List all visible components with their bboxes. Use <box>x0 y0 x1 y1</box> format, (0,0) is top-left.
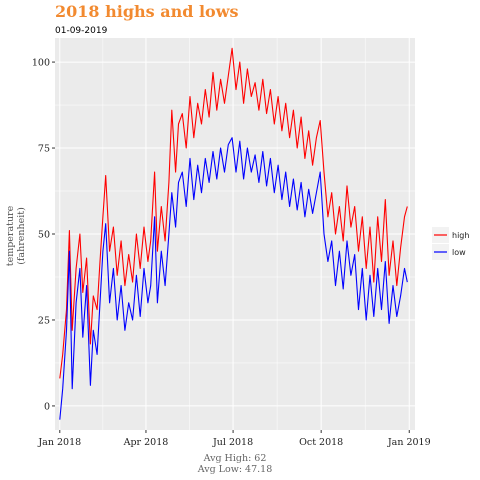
caption-avg-low: Avg Low: 47.18 <box>197 464 273 475</box>
y-axis-title-line-2: (fahrenheit) <box>16 207 27 265</box>
series-line-high <box>59 47 408 379</box>
y-axis: 0 25 50 75 100 <box>32 58 55 412</box>
x-tick-label: Apr 2018 <box>123 437 169 448</box>
x-tick-label: Jan 2018 <box>37 437 81 448</box>
legend-label-high: high <box>452 231 469 240</box>
x-tick-label: Jan 2019 <box>387 437 431 448</box>
series-line-low <box>59 137 408 420</box>
caption-avg-high: Avg High: 62 <box>203 453 267 464</box>
legend-label-low: low <box>452 248 466 257</box>
chart-title: 2018 highs and lows <box>55 2 239 21</box>
x-axis: Jan 2018 Apr 2018 Jul 2018 Oct 2018 Jan 2019 <box>37 430 431 448</box>
legend: high low <box>432 227 469 260</box>
y-tick-label: 75 <box>38 144 50 155</box>
y-tick-label: 0 <box>44 401 50 412</box>
series-layer <box>59 47 408 420</box>
y-tick-label: 50 <box>38 230 50 241</box>
x-tick-label: Oct 2018 <box>299 437 343 448</box>
y-tick-label: 100 <box>32 58 50 69</box>
y-tick-label: 25 <box>38 315 50 326</box>
y-axis-title-line-1: temperature <box>5 205 16 266</box>
chart-subtitle: 01-09-2019 <box>55 26 108 36</box>
grid-lines <box>55 38 415 430</box>
x-tick-label: Jul 2018 <box>212 437 253 448</box>
